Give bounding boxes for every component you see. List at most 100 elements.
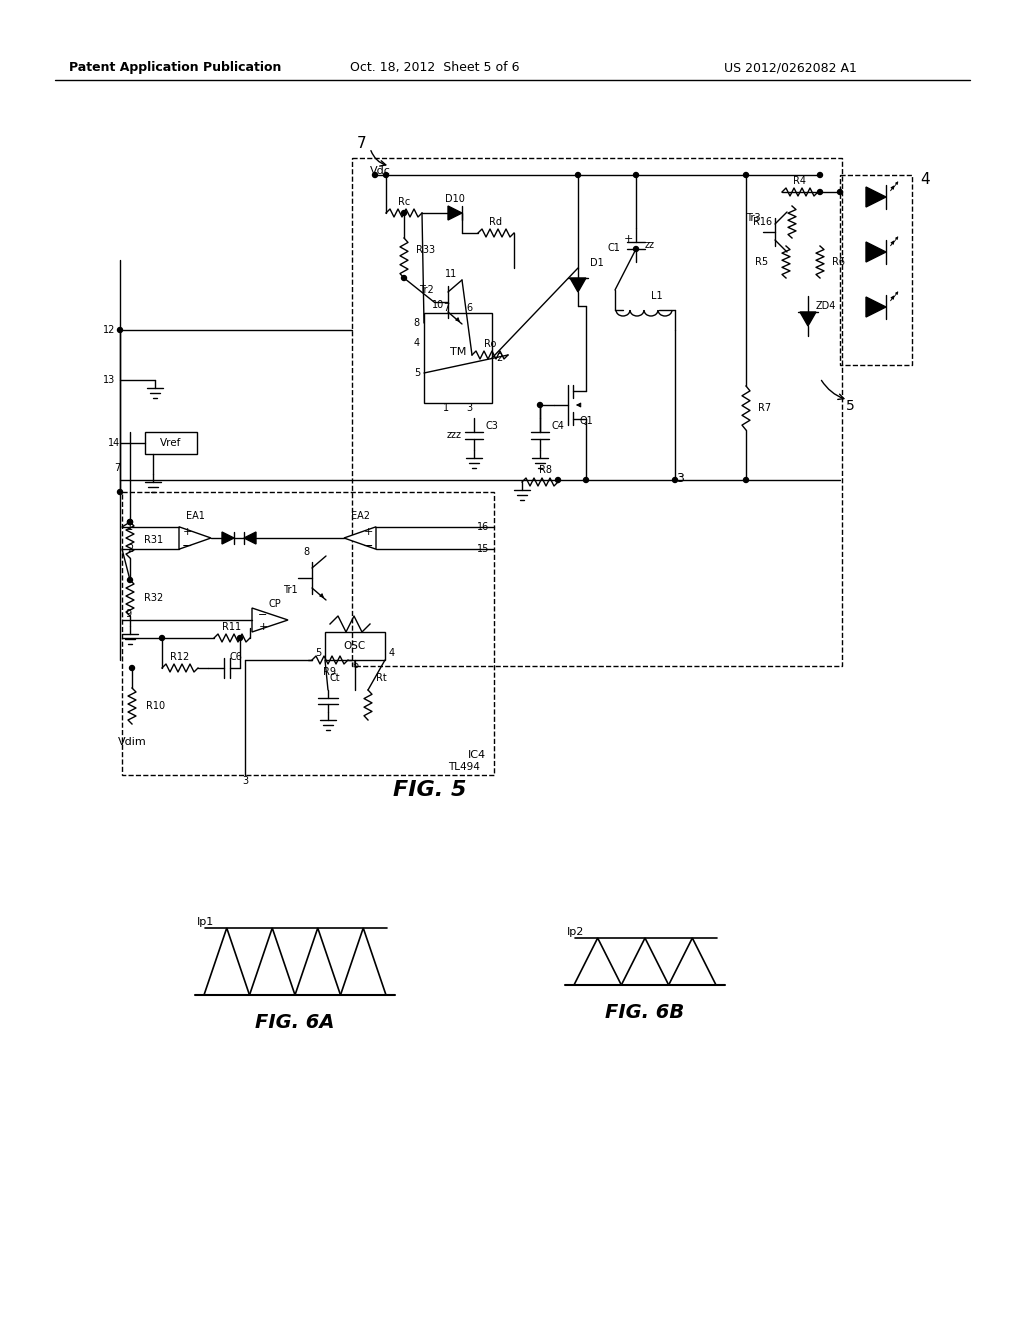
Text: Patent Application Publication: Patent Application Publication — [69, 62, 282, 74]
Text: 1: 1 — [127, 521, 133, 532]
Text: 5: 5 — [414, 368, 420, 378]
Text: 12: 12 — [102, 325, 115, 335]
Circle shape — [817, 173, 822, 177]
Text: 11: 11 — [444, 269, 457, 279]
Text: Rc: Rc — [398, 197, 411, 207]
Text: +: + — [624, 234, 633, 244]
Polygon shape — [222, 532, 234, 544]
Polygon shape — [570, 279, 586, 292]
Text: −: − — [181, 540, 193, 553]
Text: 9: 9 — [125, 609, 131, 619]
Circle shape — [575, 173, 581, 177]
Circle shape — [118, 327, 123, 333]
Text: 7: 7 — [357, 136, 367, 152]
Text: Tr3: Tr3 — [745, 213, 760, 223]
Text: +: + — [258, 622, 267, 632]
Polygon shape — [252, 609, 288, 632]
Circle shape — [384, 173, 388, 177]
Text: 6: 6 — [466, 304, 472, 313]
Circle shape — [160, 635, 165, 640]
Text: 2: 2 — [127, 544, 133, 554]
Text: 13: 13 — [102, 375, 115, 385]
Text: 4: 4 — [389, 648, 395, 657]
Circle shape — [634, 247, 639, 252]
Text: 10: 10 — [432, 300, 444, 310]
Text: R9: R9 — [324, 667, 337, 677]
Circle shape — [373, 173, 378, 177]
Text: 2: 2 — [496, 352, 502, 363]
Text: US 2012/0262082 A1: US 2012/0262082 A1 — [724, 62, 856, 74]
Circle shape — [238, 635, 243, 640]
Text: CP: CP — [268, 599, 282, 609]
Text: +: + — [364, 527, 373, 537]
Text: Q1: Q1 — [580, 416, 593, 426]
Circle shape — [555, 478, 560, 483]
Circle shape — [128, 520, 132, 524]
Circle shape — [128, 578, 132, 582]
Text: FIG. 6B: FIG. 6B — [605, 1003, 685, 1023]
Text: R11: R11 — [222, 622, 242, 632]
Text: C3: C3 — [486, 421, 499, 432]
Text: FIG. 5: FIG. 5 — [393, 780, 467, 800]
Text: D1: D1 — [590, 257, 604, 268]
Text: 16: 16 — [477, 521, 489, 532]
Text: R5: R5 — [755, 257, 768, 267]
Text: R6: R6 — [831, 257, 845, 267]
Text: −: − — [258, 610, 267, 620]
Text: TL494: TL494 — [449, 762, 480, 772]
Text: Ro: Ro — [483, 339, 497, 348]
Polygon shape — [449, 206, 462, 220]
Text: C4: C4 — [552, 421, 565, 432]
Circle shape — [401, 276, 407, 281]
Text: Ct: Ct — [330, 673, 341, 682]
Text: IC4: IC4 — [468, 750, 486, 760]
Polygon shape — [179, 527, 211, 549]
Circle shape — [129, 665, 134, 671]
Bar — [840, 176, 912, 366]
Text: Rd: Rd — [489, 216, 503, 227]
Text: R12: R12 — [170, 652, 189, 663]
Text: 3: 3 — [242, 776, 248, 785]
Text: EA1: EA1 — [185, 511, 205, 521]
Text: Ip2: Ip2 — [567, 927, 585, 937]
Polygon shape — [344, 527, 376, 549]
Text: TM: TM — [450, 347, 466, 356]
Text: ZD4: ZD4 — [816, 301, 837, 312]
Bar — [122, 492, 494, 775]
Text: Rt: Rt — [376, 673, 387, 682]
Text: 7: 7 — [114, 463, 120, 473]
Text: 3: 3 — [676, 471, 684, 484]
Text: EA2: EA2 — [350, 511, 370, 521]
Text: C1: C1 — [607, 243, 620, 253]
Bar — [352, 158, 842, 667]
Text: FIG. 6A: FIG. 6A — [255, 1014, 335, 1032]
Text: 1: 1 — [443, 403, 450, 413]
Text: R33: R33 — [416, 246, 435, 255]
Text: Vdim: Vdim — [118, 737, 146, 747]
Text: −: − — [362, 540, 374, 553]
Text: Oct. 18, 2012  Sheet 5 of 6: Oct. 18, 2012 Sheet 5 of 6 — [350, 62, 520, 74]
Text: +: + — [182, 527, 191, 537]
Text: 4: 4 — [920, 172, 930, 186]
Circle shape — [743, 173, 749, 177]
Polygon shape — [800, 312, 816, 326]
Circle shape — [538, 403, 543, 408]
Text: Tr1: Tr1 — [283, 585, 297, 595]
Text: 7: 7 — [442, 304, 450, 313]
Circle shape — [817, 190, 822, 194]
Text: R4: R4 — [794, 176, 807, 186]
Circle shape — [838, 190, 843, 194]
Text: R16: R16 — [753, 216, 772, 227]
Text: 5: 5 — [846, 399, 854, 413]
Text: 14: 14 — [108, 438, 120, 447]
Text: 8: 8 — [414, 318, 420, 327]
Circle shape — [584, 478, 589, 483]
Bar — [424, 313, 492, 403]
Circle shape — [118, 490, 123, 495]
Polygon shape — [866, 187, 886, 207]
Text: 5: 5 — [314, 648, 321, 657]
Text: zzz: zzz — [447, 430, 462, 440]
Text: 3: 3 — [466, 403, 472, 413]
Text: zz: zz — [645, 240, 655, 249]
Text: 6: 6 — [352, 660, 358, 671]
